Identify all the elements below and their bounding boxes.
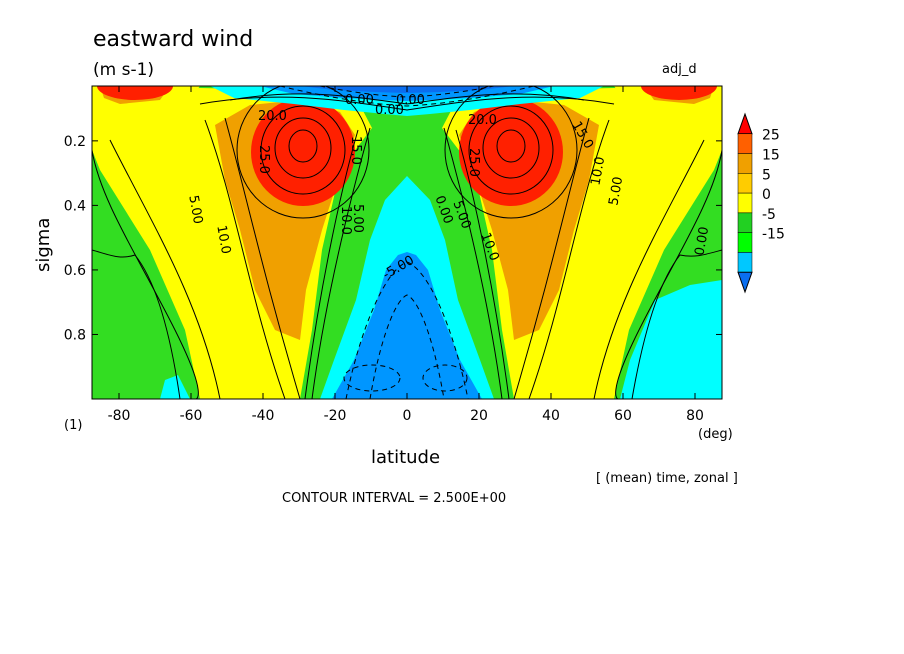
units-label: (m s-1): [93, 60, 154, 80]
contour-label-15-south: 15.0: [348, 136, 363, 165]
contour-line-upper-2: [229, 93, 585, 105]
x-tick-label: -60: [180, 408, 203, 424]
x-unit-label: (deg): [698, 427, 733, 442]
x-tick-label: 20: [470, 408, 488, 424]
contour-line-north-6: [455, 129, 510, 399]
x-tick-label: 40: [542, 408, 560, 424]
contour-line-north-3: [528, 119, 610, 399]
x-tick-label: -80: [108, 408, 131, 424]
contour-line-west-tail: [92, 249, 181, 399]
polar-core-north: [641, 86, 717, 100]
y-tick-label: 0.4: [64, 198, 86, 214]
x-tick-label: 0: [403, 408, 412, 424]
dashed-contour-3: [343, 364, 401, 392]
contour-line-north-2: [593, 139, 705, 399]
contour-ring-south-2: [260, 105, 346, 195]
x-axis-label: latitude: [371, 447, 440, 468]
colorbar-swatch: [737, 153, 753, 174]
contour-line-south-5: [311, 127, 371, 399]
contour-line-south-4: [224, 117, 301, 399]
colorbar-cap-bottom: [737, 271, 753, 294]
contour-line-upper-1: [199, 96, 615, 111]
x-tick-label: -40: [252, 408, 275, 424]
contour-label-5-south: 5.00: [185, 194, 205, 225]
contour-line-north-4: [513, 117, 590, 399]
x-axis: -80 -60 -40 -20 0 20 40 60 80: [108, 86, 704, 424]
contour-label-10-south-inner: 10.0: [338, 206, 353, 235]
region-m5-0-north-pole: [620, 280, 722, 399]
jet-core-south: [251, 98, 355, 206]
colorbar: 25 15 5 0 -5 -15: [737, 112, 785, 294]
y-tick-label: 0.6: [64, 263, 86, 279]
contour-ring-south-1: [236, 86, 370, 219]
colorbar-label: -15: [762, 227, 785, 243]
contour-label-20-north: 20.0: [468, 113, 497, 128]
x-tick-label: 80: [686, 408, 704, 424]
contour-line-south-3: [204, 119, 286, 399]
contour-line-east-tail: [631, 249, 722, 399]
contour-ring-north-1: [444, 86, 578, 219]
colorbar-swatch: [737, 232, 753, 253]
dashed-contour-4: [422, 364, 468, 392]
colorbar-label: 25: [762, 128, 780, 144]
colorbar-swatch: [737, 252, 753, 273]
dashed-contour-1: [345, 261, 469, 399]
jet-core-north: [459, 98, 563, 206]
contour-label-25-north: 25.0: [466, 148, 481, 177]
y-tick-label: 0.8: [64, 327, 86, 343]
contour-label-0-upper: 0.00: [345, 93, 374, 108]
footer-note: [ (mean) time, zonal ]: [596, 471, 738, 486]
polar-core-south: [97, 86, 173, 100]
colorbar-label: 15: [762, 148, 780, 164]
contour-line-south-2: [109, 139, 221, 399]
contour-label-10-south: 10.0: [213, 224, 233, 255]
contour-label-25-south: 25.0: [256, 145, 271, 174]
region-m15-m5-equator: [332, 252, 482, 399]
contour-ring-north-2: [468, 105, 554, 195]
y-tick-label: 0.2: [64, 134, 86, 150]
colorbar-cap-top: [737, 112, 753, 135]
dashed-contour-6: [319, 86, 495, 98]
contour-label-20-south: 20.0: [258, 109, 287, 124]
contour-line-north-5: [443, 127, 503, 399]
run-label: adj_d: [662, 62, 697, 77]
contour-label-0-upper-3: 0.00: [396, 93, 425, 108]
contour-label-0-north-pole: 0.00: [692, 226, 712, 257]
colorbar-label: -5: [762, 207, 776, 223]
contour-label-10-north: 10.0: [588, 156, 608, 187]
colorbar-swatch: [737, 192, 753, 214]
y-axis: 0.2 0.4 0.6 0.8: [64, 134, 722, 343]
y-axis-label: sigma: [33, 218, 54, 272]
contour-line-north-1: [615, 149, 722, 399]
contour-interval-text: CONTOUR INTERVAL = 2.500E+00: [282, 491, 506, 506]
y-page-label: (1): [64, 418, 82, 433]
colorbar-swatch: [737, 133, 753, 154]
colorbar-label: 0: [762, 187, 771, 203]
dashed-contour-5: [279, 86, 535, 107]
region-m5-0-south-pole: [160, 375, 190, 399]
contour-ring-south-3: [274, 117, 332, 179]
colorbar-label: 5: [762, 167, 771, 183]
chart-title: eastward wind: [93, 27, 253, 52]
contour-line-south-6: [304, 129, 359, 399]
plot-area: 20.0 25.0 15.0 10.0 5.00 0.00 -5.00 0.00…: [92, 86, 722, 399]
dashed-contour-2: [369, 294, 445, 399]
x-tick-label: 60: [614, 408, 632, 424]
colorbar-swatch: [737, 173, 753, 194]
contour-label-5-north: 5.00: [606, 176, 626, 207]
colorbar-swatch: [737, 212, 753, 233]
contour-ring-north-4: [496, 129, 526, 163]
contour-label-5-south-inner: 5.00: [350, 204, 365, 233]
contour-ring-south-4: [288, 129, 318, 163]
x-tick-label: -20: [324, 408, 347, 424]
contour-ring-north-3: [482, 117, 540, 179]
contour-label-0-upper-2: 0.00: [375, 103, 404, 118]
contour-line-south-1: [92, 149, 199, 399]
